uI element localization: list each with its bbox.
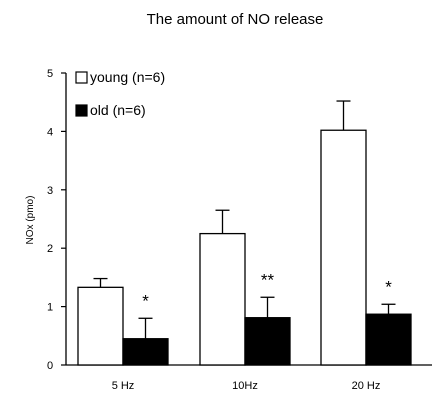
y-tick-label: 2 <box>47 243 53 255</box>
x-tick-label: 5 Hz <box>112 380 135 392</box>
bars <box>77 100 412 366</box>
x-tick-label: 20 Hz <box>352 380 381 392</box>
legend: young (n=6) old (n=6) <box>75 69 165 118</box>
bar-old <box>365 313 412 366</box>
y-tick-label: 3 <box>47 185 53 197</box>
bar-old <box>244 317 291 366</box>
y-tick-label: 1 <box>47 302 53 314</box>
y-tick-label: 5 <box>47 68 53 80</box>
y-axis-label: NOx (pmo) <box>25 196 36 245</box>
legend-label-old: old (n=6) <box>90 102 146 118</box>
y-tick-label: 4 <box>47 126 53 138</box>
tick-labels: 0 1 2 3 4 5 * 5 Hz ** 10Hz * 20 Hz <box>47 68 392 392</box>
significance-marker: ** <box>261 270 275 289</box>
chart-title: The amount of NO release <box>147 11 324 28</box>
legend-swatch-old <box>75 104 88 117</box>
bar-young <box>77 286 124 366</box>
legend-label-young: young (n=6) <box>90 69 165 85</box>
significance-marker: * <box>142 291 149 310</box>
legend-swatch-young <box>75 71 88 84</box>
x-tick-label: 10Hz <box>232 380 258 392</box>
bar-young <box>320 129 367 366</box>
bar-old <box>122 338 169 366</box>
significance-marker: * <box>385 277 392 296</box>
bar-young <box>199 232 246 366</box>
y-tick-label: 0 <box>47 360 53 372</box>
